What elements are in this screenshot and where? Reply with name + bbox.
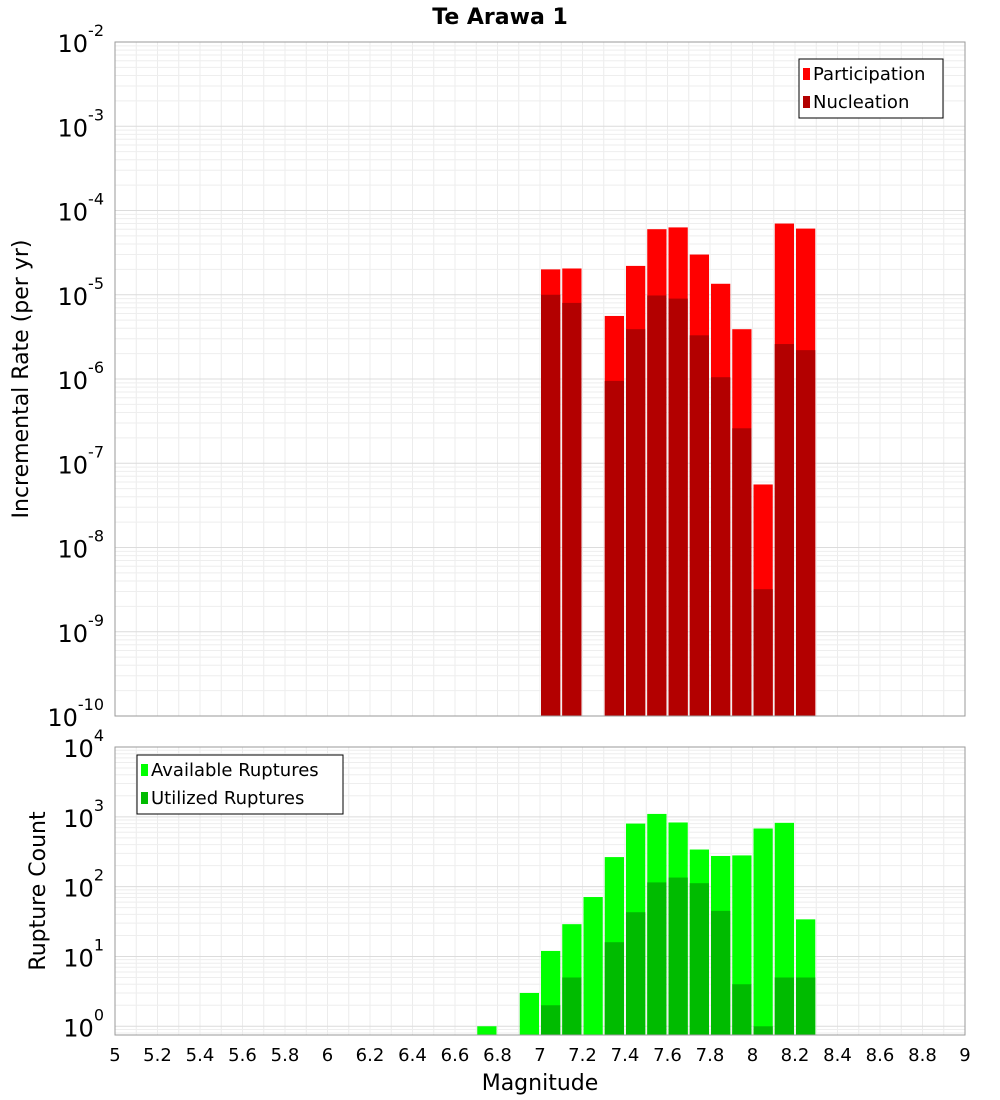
legend-entry: Available Ruptures [151,760,319,781]
rate-y-tick-labels: 10-10 10-9 10-8 10-7 10-6 10-5 10-4 10-3 10-2 [47,21,104,732]
y-tick-label: 10-4 [58,190,105,227]
legend-entry: Nucleation [813,92,909,113]
y-tick-label: 104 [63,726,104,763]
rupture-y-tick-labels: 100 101 102 103 104 [63,726,104,1042]
bar-utilized-ruptures [689,883,709,1035]
bar-nucleation [647,295,667,716]
x-tick-label: 8.4 [823,1045,852,1066]
x-tick-label: 5 [109,1045,120,1066]
legend-box [136,754,344,815]
y-tick-label: 10-7 [58,442,105,479]
bar-nucleation [732,428,752,716]
x-tick-label: 5.8 [271,1045,300,1066]
bar-utilized-ruptures [668,877,688,1035]
y-tick-label: 101 [63,935,104,972]
x-tick-label: 7.6 [653,1045,682,1066]
bar-available-ruptures [519,992,539,1035]
rate-plot-bars [541,223,816,717]
bar-available-ruptures [753,828,773,1035]
x-tick-label: 9 [959,1045,970,1066]
legend-swatch [803,96,810,108]
legend-entry: Utilized Ruptures [151,788,304,809]
y-tick-label: 100 [63,1005,104,1042]
rupture-legend: Available Ruptures Utilized Ruptures [136,754,344,815]
x-tick-label: 8.6 [866,1045,895,1066]
rupture-plot-frame [114,746,966,1036]
y-tick-label: 10-5 [58,274,105,311]
bar-utilized-ruptures [626,912,646,1035]
chart-title: Te Arawa 1 [432,5,568,30]
x-tick-label: 8.8 [908,1045,937,1066]
rate-plot-frame [114,41,966,717]
x-tick-label: 7.2 [568,1045,597,1066]
y-tick-label: 103 [63,796,104,833]
bar-utilized-ruptures [541,1005,561,1035]
rate-y-axis-label: Incremental Rate (per yr) [9,240,34,519]
legend-swatch [141,764,148,776]
y-tick-label: 10-9 [58,611,105,648]
x-tick-label: 7.4 [611,1045,640,1066]
y-tick-label: 10-8 [58,527,105,564]
bar-nucleation [626,329,646,716]
bar-utilized-ruptures [647,882,667,1035]
bar-utilized-ruptures [604,942,624,1035]
bar-utilized-ruptures [753,1026,773,1035]
bar-utilized-ruptures [732,984,752,1035]
bar-nucleation [668,298,688,716]
bar-nucleation [711,377,731,716]
x-tick-label: 5.2 [143,1045,172,1066]
magnitude-axis-label: Magnitude [482,1071,599,1096]
rate-legend: Participation Nucleation [798,58,944,119]
rupture-plot-bars [477,813,816,1035]
bar-utilized-ruptures [796,977,816,1035]
x-tick-label: 7.8 [696,1045,725,1066]
rupture-y-axis-label: Rupture Count [26,811,51,971]
bar-utilized-ruptures [774,977,794,1035]
x-tick-label: 8.2 [781,1045,810,1066]
bar-utilized-ruptures [562,977,582,1035]
x-tick-label: 6.6 [441,1045,470,1066]
bar-nucleation [753,589,773,716]
x-tick-label: 7 [534,1045,545,1066]
x-tick-label: 6.2 [356,1045,385,1066]
bar-available-ruptures [583,897,603,1035]
y-tick-label: 10-2 [58,21,105,58]
rupture-count-plot: 100 101 102 103 104 5 5.2 5.4 5.6 5.8 6 6.2 6.4 6.6 6… [26,726,971,1096]
y-tick-label: 10-6 [58,358,105,395]
rate-plot: 10-10 10-9 10-8 10-7 10-6 10-5 10-4 10-3 10-2 In… [9,21,966,732]
legend-entry: Participation [813,64,925,85]
magnitude-tick-labels: 5 5.2 5.4 5.6 5.8 6 6.2 6.4 6.6 6.8 7 7.2 7.4 7.6 7.8 8… [109,1045,970,1066]
x-tick-label: 6.4 [398,1045,427,1066]
x-tick-label: 6 [322,1045,333,1066]
x-tick-label: 6.8 [483,1045,512,1066]
x-tick-label: 5.4 [186,1045,215,1066]
bar-nucleation [796,350,816,716]
bar-nucleation [604,380,624,716]
y-tick-label: 102 [63,866,104,903]
bar-nucleation [689,335,709,716]
x-tick-label: 5.6 [228,1045,257,1066]
y-tick-label: 10-3 [58,105,105,142]
bar-nucleation [562,302,582,716]
rate-plot-grid [114,41,966,717]
bar-utilized-ruptures [711,910,731,1035]
y-tick-label: 10-10 [47,695,104,732]
x-tick-label: 8 [747,1045,758,1066]
bar-nucleation [541,294,561,716]
bar-nucleation [774,344,794,716]
bar-available-ruptures [477,1026,497,1035]
rupture-plot-grid [114,746,966,1035]
legend-box [798,58,944,119]
legend-swatch [141,792,148,804]
legend-swatch [803,68,810,80]
